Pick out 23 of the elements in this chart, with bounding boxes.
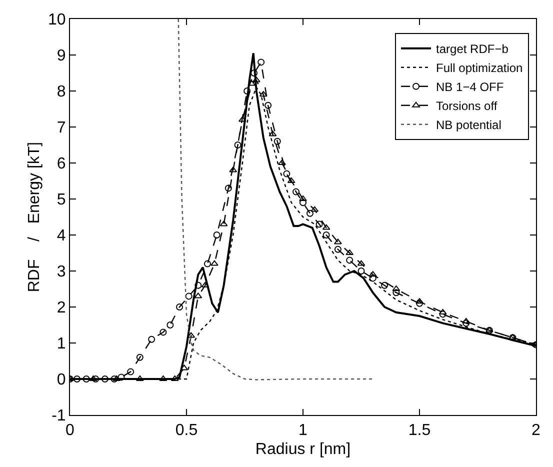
legend-label: NB potential <box>436 118 502 132</box>
legend-label: NB 1−4 OFF <box>436 80 504 94</box>
y-tick-label: 10 <box>48 12 66 29</box>
y-tick-label: 6 <box>56 156 66 173</box>
legend-label: target RDF−b <box>436 42 509 56</box>
legend-label: Full optimization <box>436 61 523 76</box>
y-tick-label: 4 <box>56 228 66 245</box>
y-axis-title: RDF / Energy [kT] <box>26 142 43 292</box>
legend-label: Torsions off <box>436 99 498 114</box>
y-tick-label: 2 <box>56 300 66 317</box>
y-tick-label: 0 <box>56 372 66 389</box>
y-tick-label: -1 <box>52 408 66 425</box>
y-tick-label: 9 <box>56 48 66 65</box>
y-tick-label: 5 <box>56 192 66 209</box>
y-tick-label: 3 <box>56 264 66 281</box>
x-tick-label: 2 <box>532 422 541 440</box>
y-tick-label: 8 <box>56 84 66 101</box>
x-axis-title: Radius r [nm] <box>255 440 351 458</box>
y-tick-label: 7 <box>56 120 66 137</box>
x-tick-label: 0.5 <box>175 422 198 440</box>
x-tick-label: 1 <box>298 422 308 440</box>
y-tick-label: 1 <box>56 336 66 353</box>
x-tick-label: 1.5 <box>408 422 431 440</box>
